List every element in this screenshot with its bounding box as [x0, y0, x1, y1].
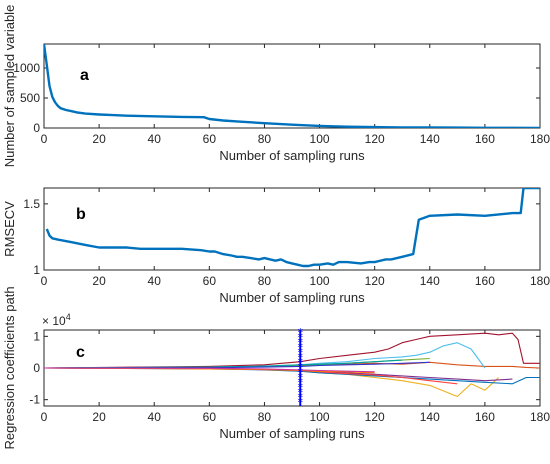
panel-c-xtick-label: 60: [203, 410, 217, 424]
panel-a-xtick-label: 160: [475, 132, 495, 146]
panel-a-ylabel: Number of sampled variable: [2, 5, 17, 168]
panel-c-marker-star: *: [298, 361, 304, 374]
panel-b-xlabel: Number of sampling runs: [219, 290, 365, 305]
panel-a-xtick-label: 20: [92, 132, 106, 146]
panel-a-xtick-label: 60: [203, 132, 217, 146]
panel-b-xtick-label: 100: [310, 274, 330, 288]
panel-c-ylabel: Regression coefficients path: [2, 286, 17, 449]
panel-b-letter: b: [76, 206, 86, 223]
panel-c-marker-star: *: [298, 336, 304, 349]
panel-b-xtick-label: 20: [92, 274, 106, 288]
panel-b-xtick-label: 160: [475, 274, 495, 288]
panel-c-marker-star: *: [298, 386, 304, 399]
panel-c-xtick-label: 120: [365, 410, 385, 424]
panel-a-ytick-label: 0: [33, 121, 40, 135]
panel-c-marker-star: *: [298, 391, 304, 404]
panel-c-ytick-label: 1: [33, 329, 40, 343]
panel-a-ytick-label: 500: [20, 91, 40, 105]
panel-b-xtick-label: 0: [41, 274, 48, 288]
panel-c-xtick-label: 20: [92, 410, 106, 424]
panel-c-marker-star: *: [298, 326, 304, 339]
panel-a-xtick-label: 120: [365, 132, 385, 146]
panel-b-xtick-label: 80: [258, 274, 272, 288]
panel-c-marker-star: *: [298, 341, 304, 354]
panel-c-xtick-label: 160: [475, 410, 495, 424]
panel-c-marker-star: *: [298, 366, 304, 379]
panel-c-xtick-label: 140: [420, 410, 440, 424]
panel-a-letter: a: [80, 67, 89, 84]
panel-a-xlabel: Number of sampling runs: [219, 148, 365, 163]
panel-b-frame: [43, 187, 541, 271]
panel-c-series-line-10: [44, 361, 430, 369]
panel-a-ytick-label: 1000: [13, 61, 40, 75]
panel-b-ytick-label: 1: [33, 263, 40, 277]
panel-c-marker-star: *: [298, 346, 304, 359]
panel-a-xtick-label: 40: [148, 132, 162, 146]
panel-c-marker-star: *: [298, 351, 304, 364]
panel-c-xtick-label: 0: [41, 410, 48, 424]
panel-a-frame: [43, 43, 541, 129]
panel-c-xtick-label: 100: [310, 410, 330, 424]
panel-b-ylabel: RMSECV: [2, 201, 17, 257]
panel-c-series-line-8: [44, 359, 403, 369]
panel-a-xtick-label: 0: [41, 132, 48, 146]
panel-b-ytick-label: 1.5: [23, 197, 40, 211]
panel-c-ytick-label: 0: [33, 361, 40, 375]
panel-a-xtick-label: 100: [310, 132, 330, 146]
panel-a-series-line-0: [44, 44, 540, 128]
panel-c-y-exponent: × 104: [42, 312, 71, 328]
panel-c-marker-star: *: [298, 381, 304, 394]
panel-b-xtick-label: 120: [365, 274, 385, 288]
panel-b-series-line-0: [45, 188, 540, 268]
panel-c-marker-star: *: [298, 356, 304, 369]
panel-a-xtick-label: 140: [420, 132, 440, 146]
panel-c-xtick-label: 180: [530, 410, 550, 424]
panel-c-xtick-label: 40: [148, 410, 162, 424]
panel-c-xtick-label: 80: [258, 410, 272, 424]
panel-c-marker-star: *: [298, 371, 304, 384]
panel-a-xtick-label: 180: [530, 132, 550, 146]
panel-c-marker-star: *: [298, 376, 304, 389]
panel-b-xtick-label: 60: [203, 274, 217, 288]
panel-c-letter: c: [76, 344, 85, 361]
panel-c-xlabel: Number of sampling runs: [219, 426, 365, 441]
panel-b-xtick-label: 40: [148, 274, 162, 288]
panel-a-xtick-label: 80: [258, 132, 272, 146]
panel-c-marker-star: *: [298, 396, 304, 409]
panel-b-xtick-label: 180: [530, 274, 550, 288]
panel-c-marker-star: *: [298, 331, 304, 344]
panel-c-ytick-label: -1: [29, 393, 40, 407]
panel-b-xtick-label: 140: [420, 274, 440, 288]
